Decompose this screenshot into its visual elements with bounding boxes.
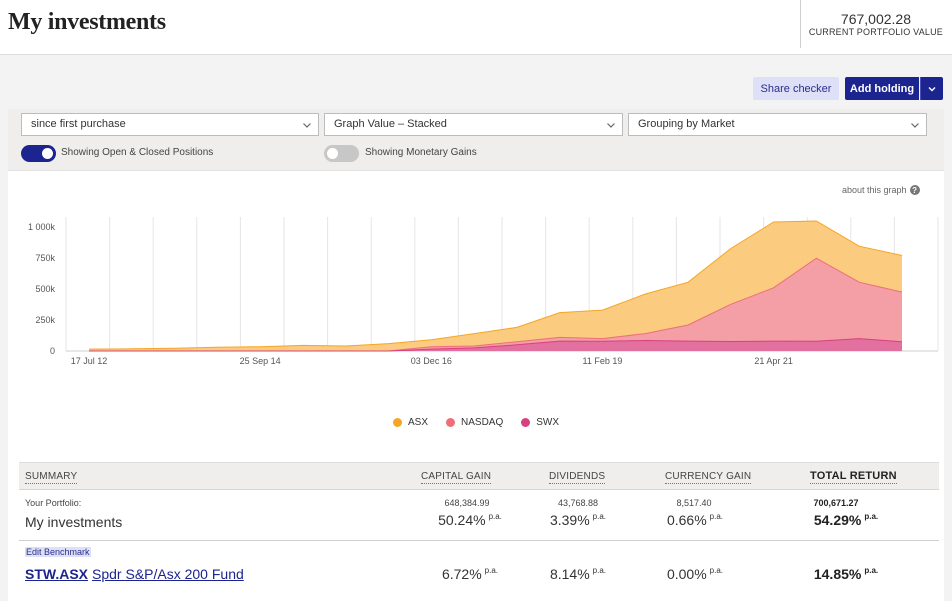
period-select-value: since first purchase (31, 118, 126, 130)
chevron-down-icon (911, 123, 919, 128)
legend-swatch-asx (393, 418, 402, 427)
x-tick-label: 11 Feb 19 (583, 356, 623, 366)
benchmark-currency-gain-pct: 0.00% p.a. (635, 566, 755, 582)
y-tick-label: 750k (35, 253, 55, 263)
portfolio-currency-gain-amount: 8,517.40 (676, 498, 712, 508)
add-holding-dropdown-button[interactable] (920, 77, 943, 100)
help-icon: ? (909, 185, 920, 195)
legend-item-asx[interactable]: ASX (393, 417, 428, 428)
legend-swatch-nasdaq (446, 418, 456, 427)
line-series-asx (88, 220, 903, 350)
toggle-knob (327, 148, 338, 159)
pa-label: p.a. (709, 512, 724, 521)
y-tick-label: 1 000k (28, 222, 56, 232)
area-series-asx (89, 221, 902, 351)
main-content: Share checker Add holding since first pu… (0, 55, 952, 601)
portfolio-dividends-amount: 43,768.88 (557, 498, 599, 508)
monetary-gains-toggle-label: Showing Monetary Gains (365, 147, 477, 158)
portfolio-row: Your Portfolio: My investments 648,384.9… (19, 490, 939, 541)
portfolio-stacked-area-chart: 0 250k 500k 750k 1 000k 17 Jul 12 25 Sep 14 03 … (28, 217, 939, 366)
graph-controls: since first purchase Graph Value – Stack… (8, 109, 944, 171)
y-tick-label: 500k (35, 284, 55, 294)
pa-label: p.a. (592, 566, 607, 575)
portfolio-dividends-pct: 3.39% p.a. (518, 512, 638, 528)
period-select[interactable]: since first purchase (21, 113, 319, 136)
benchmark-name: Spdr S&P/Asx 200 Fund (92, 566, 244, 582)
positions-toggle-label: Showing Open & Closed Positions (61, 147, 214, 158)
legend-item-swx[interactable]: SWX (521, 417, 559, 428)
x-tick-label: 17 Jul 12 (71, 356, 108, 366)
pct-value: 3.39% (549, 512, 590, 528)
legend-label-swx: SWX (536, 417, 560, 428)
about-graph-link[interactable]: about this graph ? (842, 185, 920, 195)
pct-value: 0.00% (666, 566, 707, 582)
benchmark-dividends-pct: 8.14% p.a. (518, 566, 638, 582)
positions-toggle[interactable] (21, 145, 56, 162)
legend-label-nasdaq: NASDAQ (461, 417, 504, 428)
pa-label: p.a. (864, 566, 879, 575)
toggle-knob (42, 148, 53, 159)
area-series-swx (89, 338, 902, 351)
investments-panel: since first purchase Graph Value – Stack… (8, 109, 944, 601)
chevron-down-icon (928, 86, 936, 91)
x-tick-label: 25 Sep 14 (240, 356, 281, 366)
pct-value: 0.66% (666, 512, 707, 528)
graph-type-select[interactable]: Graph Value – Stacked (324, 113, 623, 136)
y-tick-label: 0 (50, 346, 55, 356)
pct-value: 8.14% (549, 566, 590, 582)
pa-label: p.a. (484, 566, 499, 575)
edit-benchmark-button[interactable]: Edit Benchmark (25, 547, 91, 557)
pa-label: p.a. (709, 566, 724, 575)
benchmark-row: Edit Benchmark STW.ASX Spdr S&P/Asx 200 F… (19, 542, 939, 596)
portfolio-value-label: CURRENT PORTFOLIO VALUE (808, 27, 943, 37)
top-bar: My investments 767,002.28 CURRENT PORTFO… (0, 0, 952, 55)
legend-item-nasdaq[interactable]: NASDAQ (446, 417, 503, 428)
share-checker-button[interactable]: Share checker (753, 77, 839, 100)
legend-label-asx: ASX (408, 417, 429, 428)
portfolio-total-return-amount: 700,671.27 (813, 498, 859, 508)
x-tick-label: 21 Apr 21 (754, 356, 793, 366)
pa-label: p.a. (592, 512, 607, 521)
pct-value: 6.72% (441, 566, 482, 582)
portfolio-total-return-pct: 54.29% p.a. (786, 512, 906, 528)
pa-label: p.a. (864, 512, 879, 521)
benchmark-total-return-pct: 14.85% p.a. (786, 566, 906, 582)
benchmark-code: STW.ASX (25, 566, 89, 582)
line-series-swx (89, 338, 903, 352)
chevron-down-icon (607, 123, 615, 128)
portfolio-row-label: Your Portfolio: (25, 498, 82, 508)
grouping-select[interactable]: Grouping by Market (628, 113, 927, 136)
monetary-gains-toggle[interactable] (324, 145, 359, 162)
portfolio-currency-gain-pct: 0.66% p.a. (635, 512, 755, 528)
benchmark-link[interactable]: STW.ASX Spdr S&P/Asx 200 Fund (25, 566, 244, 582)
pct-value: 50.24% (438, 512, 486, 528)
pct-value: 54.29% (813, 512, 862, 528)
capital-gain-header[interactable]: CAPITAL GAIN (421, 471, 492, 484)
page-title: My investments (8, 9, 166, 35)
x-tick-label: 03 Dec 16 (411, 356, 452, 366)
summary-header-row: SUMMARY CAPITAL GAIN DIVIDENDS CURRENCY … (19, 462, 939, 490)
legend-swatch-swx (521, 418, 531, 427)
benchmark-capital-gain-pct: 6.72% p.a. (410, 566, 530, 582)
portfolio-name: My investments (25, 514, 123, 530)
portfolio-capital-gain-amount: 648,384.99 (444, 498, 490, 508)
summary-header[interactable]: SUMMARY (25, 471, 78, 484)
currency-gain-header[interactable]: CURRENCY GAIN (665, 471, 752, 484)
dividends-header[interactable]: DIVIDENDS (549, 471, 606, 484)
total-return-header[interactable]: TOTAL RETURN (810, 470, 897, 484)
area-series-nasdaq (89, 258, 902, 351)
portfolio-value-box: 767,002.28 CURRENT PORTFOLIO VALUE (800, 0, 952, 48)
portfolio-value: 767,002.28 (840, 11, 911, 27)
graph-type-select-value: Graph Value – Stacked (334, 118, 447, 130)
portfolio-capital-gain-pct: 50.24% p.a. (410, 512, 530, 528)
pa-label: p.a. (488, 512, 502, 521)
y-tick-label: 250k (35, 315, 55, 325)
grouping-select-value: Grouping by Market (638, 118, 735, 130)
pct-value: 14.85% (813, 566, 862, 582)
chevron-down-icon (303, 123, 311, 128)
chart-legend: ASX NASDAQ SWX (393, 417, 559, 428)
about-graph-text: about this graph (842, 185, 907, 195)
add-holding-button[interactable]: Add holding (845, 77, 919, 100)
